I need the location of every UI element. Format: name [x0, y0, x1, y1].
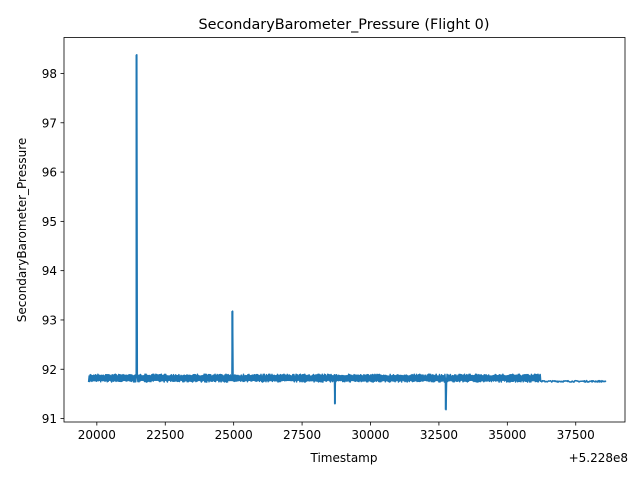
axes-frame — [63, 37, 626, 423]
plot-area — [87, 54, 607, 411]
y-tick-label: 93 — [42, 313, 57, 327]
x-axis-offset-label: +5.228e8 — [569, 451, 628, 465]
x-tick-label: 32500 — [420, 428, 458, 442]
x-tick-label: 30000 — [351, 428, 389, 442]
y-tick-label: 97 — [42, 116, 57, 130]
x-tick-label: 37500 — [557, 428, 595, 442]
x-axis-ticks: 20000 22500 25000 27500 30000 32500 35000 37500 — [78, 422, 595, 442]
y-tick-label: 92 — [42, 363, 57, 377]
y-tick-label: 95 — [42, 215, 57, 229]
y-axis-ticks: 91 92 93 94 95 96 97 98 — [42, 67, 64, 426]
x-axis-label: Timestamp — [310, 451, 378, 465]
x-tick-label: 25000 — [215, 428, 253, 442]
x-tick-label: 20000 — [78, 428, 116, 442]
x-tick-label: 35000 — [488, 428, 526, 442]
y-tick-label: 91 — [42, 412, 57, 426]
y-axis-label: SecondaryBarometer_Pressure — [15, 138, 29, 322]
series-line — [87, 54, 607, 411]
y-tick-label: 98 — [42, 67, 57, 81]
y-tick-label: 96 — [42, 166, 57, 180]
chart-title: SecondaryBarometer_Pressure (Flight 0) — [199, 17, 490, 33]
x-tick-label: 22500 — [146, 428, 184, 442]
x-tick-label: 27500 — [283, 428, 321, 442]
y-tick-label: 94 — [42, 264, 57, 278]
